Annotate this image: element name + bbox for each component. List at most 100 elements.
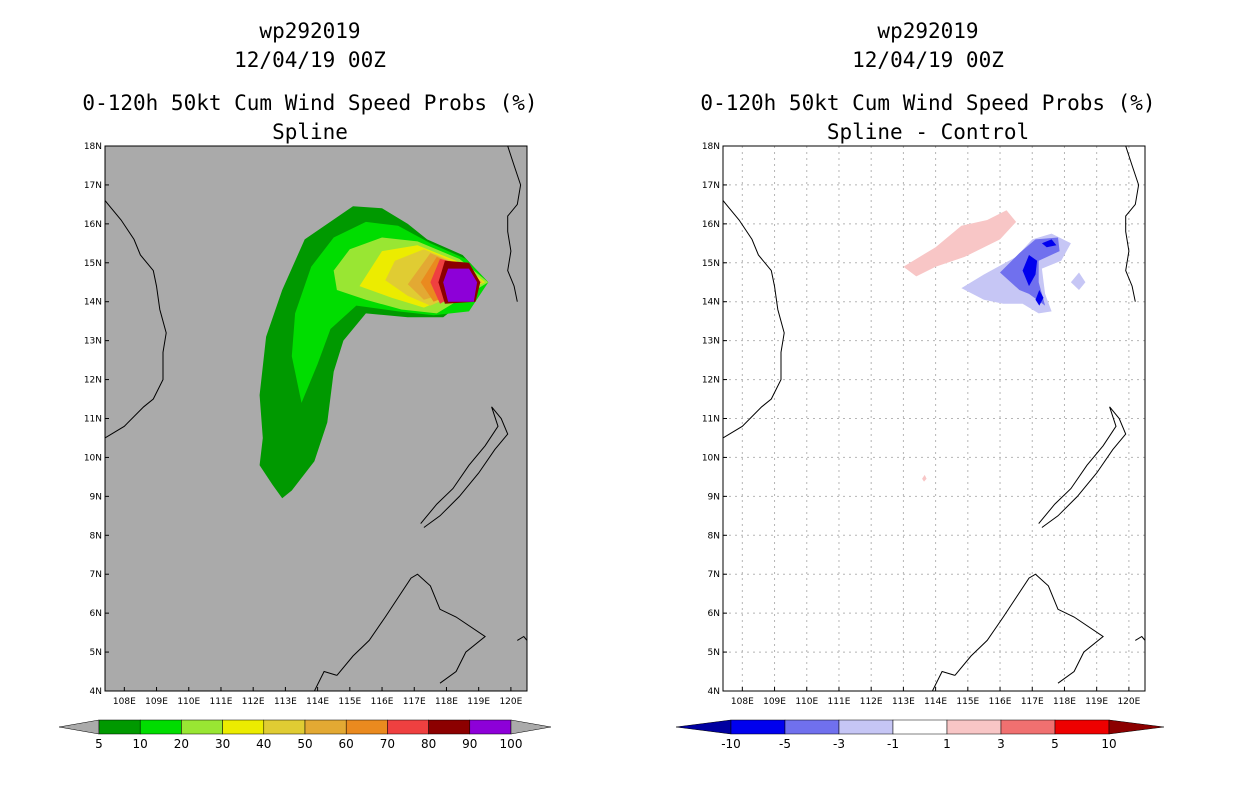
colorbar-swatch	[892, 719, 948, 735]
right-title: wp292019	[877, 19, 978, 43]
panel-left: wp292019 12/04/19 00Z 0-120h 50kt Cum Wi…	[58, 19, 552, 751]
colorbar-swatch	[469, 719, 512, 735]
x-tick-label: 108E	[731, 697, 754, 707]
y-tick-label: 10N	[84, 453, 102, 463]
y-tick-label: 16N	[702, 220, 720, 230]
colorbar-swatch	[304, 719, 347, 735]
x-tick-label: 117E	[403, 697, 426, 707]
x-tick-label: 111E	[828, 697, 851, 707]
x-tick-label: 109E	[145, 697, 168, 707]
coastline	[517, 635, 527, 641]
y-tick-label: 12N	[702, 376, 720, 386]
x-tick-label: 108E	[113, 697, 136, 707]
y-tick-label: 6N	[90, 609, 102, 619]
x-tick-label: 110E	[795, 697, 818, 707]
y-tick-label: 5N	[708, 648, 720, 658]
y-tick-label: 18N	[84, 142, 102, 152]
y-tick-label: 17N	[702, 181, 720, 191]
colorbar-label: 10	[1101, 737, 1116, 751]
x-tick-label: 113E	[892, 697, 915, 707]
coastline	[954, 573, 1104, 684]
colorbar-left-arrow	[58, 719, 100, 735]
x-tick-label: 117E	[1021, 697, 1044, 707]
x-tick-label: 114E	[924, 697, 947, 707]
x-tick-label: 111E	[210, 697, 233, 707]
x-tick-label: 109E	[763, 697, 786, 707]
y-tick-label: 5N	[90, 648, 102, 658]
y-tick-label: 10N	[702, 453, 720, 463]
colorbar-swatch	[345, 719, 388, 735]
y-tick-label: 12N	[84, 376, 102, 386]
colorbar-label: 50	[297, 737, 312, 751]
coastline	[507, 146, 522, 302]
grid-lines	[723, 146, 1145, 691]
colorbar-label: 100	[500, 737, 523, 751]
colorbar-swatch	[784, 719, 840, 735]
y-tick-label: 11N	[702, 415, 720, 425]
colorbar-label: -3	[833, 737, 845, 751]
y-tick-label: 4N	[90, 687, 102, 697]
x-tick-label: 116E	[989, 697, 1012, 707]
contour-level-1	[903, 210, 1017, 277]
colorbar-label: 70	[380, 737, 395, 751]
colorbar-label: 90	[462, 737, 477, 751]
contour-level-neg5	[1022, 255, 1038, 287]
coastline	[931, 670, 956, 691]
colorbar-label: 3	[997, 737, 1005, 751]
contour-level-neg5	[1041, 239, 1057, 248]
colorbar-label: -1	[887, 737, 899, 751]
y-tick-label: 17N	[84, 181, 102, 191]
left-run-title: Spline	[272, 120, 348, 144]
colorbar-right-arrow	[1108, 719, 1165, 735]
colorbar-label: 5	[1051, 737, 1059, 751]
panel-right: wp292019 12/04/19 00Z 0-120h 50kt Cum Wi…	[675, 19, 1165, 751]
y-tick-label: 7N	[708, 570, 720, 580]
colorbar-swatch	[98, 719, 141, 735]
left-variable-title: 0-120h 50kt Cum Wind Speed Probs (%)	[82, 91, 537, 115]
x-tick-label: 113E	[274, 697, 297, 707]
y-tick-label: 18N	[702, 142, 720, 152]
left-subtitle: 12/04/19 00Z	[234, 48, 386, 72]
x-tick-label: 110E	[177, 697, 200, 707]
y-tick-label: 13N	[84, 337, 102, 347]
contour-level-1	[922, 474, 927, 482]
y-tick-label: 9N	[90, 492, 102, 502]
coastline	[1135, 635, 1145, 641]
colorbar-left-arrow	[675, 719, 732, 735]
x-tick-label: 120E	[1117, 697, 1140, 707]
y-tick-label: 13N	[702, 337, 720, 347]
y-tick-label: 15N	[84, 259, 102, 269]
map-right: 108E 109E 110E 111E 112E 113E 114E 115E 116E 117E…	[702, 142, 1146, 707]
x-tick-label: 116E	[371, 697, 394, 707]
colorbar-label: 20	[174, 737, 189, 751]
colorbar-swatch	[222, 719, 265, 735]
colorbar-swatch	[1000, 719, 1056, 735]
colorbar-label: 60	[339, 737, 354, 751]
colorbar-label: -5	[779, 737, 791, 751]
x-tick-label: 115E	[338, 697, 361, 707]
y-tick-label: 16N	[84, 220, 102, 230]
colorbar-swatch	[387, 719, 429, 735]
x-tick-label: 119E	[1085, 697, 1108, 707]
y-tick-label: 14N	[84, 298, 102, 308]
y-tick-label: 11N	[84, 415, 102, 425]
coastline	[420, 406, 509, 528]
x-tick-label: 120E	[499, 697, 522, 707]
y-tick-label: 8N	[708, 531, 720, 541]
colorbar-label: 10	[133, 737, 148, 751]
coastline	[1038, 406, 1127, 528]
map-left: 108E 109E 110E 111E 112E 113E 114E 115E 116E 117E…	[84, 142, 528, 707]
colorbar-right-arrow	[510, 719, 552, 735]
colorbar-swatch	[838, 719, 894, 735]
right-subtitle: 12/04/19 00Z	[852, 48, 1004, 72]
colorbar-label: 30	[215, 737, 230, 751]
x-tick-label: 118E	[1053, 697, 1076, 707]
contour-level-neg1	[1070, 272, 1086, 290]
colorbar-right: -10 -5 -3 -1 1 3 5 10	[675, 719, 1165, 751]
x-tick-label: 114E	[306, 697, 329, 707]
right-variable-title: 0-120h 50kt Cum Wind Speed Probs (%)	[700, 91, 1155, 115]
colorbar-swatch	[139, 719, 182, 735]
y-tick-label: 7N	[90, 570, 102, 580]
colorbar-left: 5 10 20 30 40 50 60 70 80 90 100	[58, 719, 552, 751]
coastline	[1125, 146, 1140, 302]
